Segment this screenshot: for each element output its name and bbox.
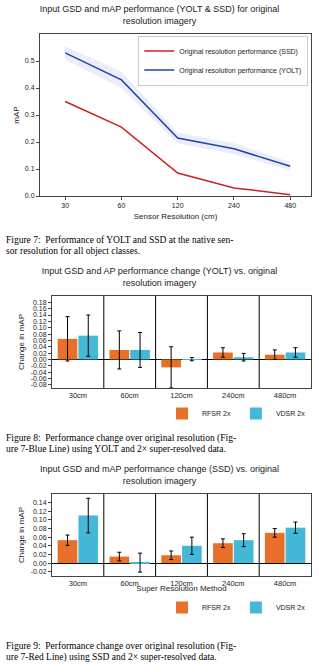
svg-text:Sensor Resolution (cm): Sensor Resolution (cm) xyxy=(134,212,218,221)
svg-text:240cm: 240cm xyxy=(222,579,245,588)
svg-text:480cm: 480cm xyxy=(274,579,297,588)
svg-text:30cm: 30cm xyxy=(69,391,87,400)
svg-text:-0.02: -0.02 xyxy=(31,362,47,369)
svg-text:0.18: 0.18 xyxy=(33,299,47,306)
svg-text:0.2: 0.2 xyxy=(25,138,35,145)
svg-text:0.1: 0.1 xyxy=(25,165,35,172)
html-text:Figure 7: Performance of YOLT: Figure 7: Performance of YOLT and SSD at… xyxy=(6,235,234,257)
svg-text:0.04: 0.04 xyxy=(33,542,47,549)
svg-text:0.04: 0.04 xyxy=(33,343,47,350)
svg-text:Original resolution performanc: Original resolution performance (SSD) xyxy=(179,48,298,56)
svg-text:-0.06: -0.06 xyxy=(31,375,47,382)
svg-text:VDSR 2x: VDSR 2x xyxy=(276,604,305,611)
svg-text:0.10: 0.10 xyxy=(33,516,47,523)
svg-text:480cm: 480cm xyxy=(274,391,297,400)
svg-text:0.5: 0.5 xyxy=(25,57,35,64)
html-text:Figure 8: Performance change o: Figure 8: Performance change over origin… xyxy=(6,433,236,455)
svg-text:Original resolution performanc: Original resolution performance (YOLT) xyxy=(179,67,301,75)
svg-text:0.0: 0.0 xyxy=(25,192,35,199)
svg-text:240cm: 240cm xyxy=(222,391,245,400)
svg-text:120cm: 120cm xyxy=(170,391,193,400)
svg-text:Change in mAP: Change in mAP xyxy=(17,507,26,563)
svg-text:60: 60 xyxy=(118,202,126,209)
svg-text:0.00: 0.00 xyxy=(33,356,47,363)
svg-text:VDSR 2x: VDSR 2x xyxy=(276,410,305,417)
svg-text:120: 120 xyxy=(172,202,184,209)
svg-text:120cm: 120cm xyxy=(170,579,193,588)
svg-text:0.10: 0.10 xyxy=(33,324,47,331)
svg-text:0.02: 0.02 xyxy=(33,350,47,357)
svg-text:0.06: 0.06 xyxy=(33,337,47,344)
svg-text:0.02: 0.02 xyxy=(33,551,47,558)
svg-text:0.08: 0.08 xyxy=(33,331,47,338)
svg-text:480: 480 xyxy=(284,202,296,209)
svg-text:Input GSD and mAP performance: Input GSD and mAP performance change (SS… xyxy=(40,464,279,486)
svg-text:30: 30 xyxy=(61,202,69,209)
svg-text:0.14: 0.14 xyxy=(33,311,47,318)
svg-text:Input GSD and AP performance c: Input GSD and AP performance change (YOL… xyxy=(42,266,277,288)
svg-text:Change in mAP: Change in mAP xyxy=(17,314,26,370)
html-text:Figure 9: Performance change o: Figure 9: Performance change over origin… xyxy=(6,641,236,663)
svg-text:-0.08: -0.08 xyxy=(31,381,47,388)
svg-text:0.3: 0.3 xyxy=(25,111,35,118)
svg-text:0.06: 0.06 xyxy=(33,534,47,541)
svg-text:0.16: 0.16 xyxy=(33,305,47,312)
svg-text:-0.04: -0.04 xyxy=(31,369,47,376)
svg-text:mAP: mAP xyxy=(12,106,21,123)
svg-text:-0.02: -0.02 xyxy=(31,568,47,575)
svg-text:0.12: 0.12 xyxy=(33,508,47,515)
svg-text:Super Resolution Method: Super Resolution Method xyxy=(136,584,226,593)
svg-text:0.4: 0.4 xyxy=(25,84,35,91)
svg-text:240: 240 xyxy=(228,202,240,209)
svg-text:60cm: 60cm xyxy=(121,391,139,400)
svg-text:60cm: 60cm xyxy=(121,579,139,588)
svg-text:0.08: 0.08 xyxy=(33,525,47,532)
svg-text:RFSR 2x: RFSR 2x xyxy=(202,410,231,417)
svg-text:0.12: 0.12 xyxy=(33,318,47,325)
svg-text:RFSR 2x: RFSR 2x xyxy=(202,604,231,611)
svg-text:0.14: 0.14 xyxy=(33,499,47,506)
svg-text:0.00: 0.00 xyxy=(33,560,47,567)
svg-text:Input GSD and mAP performance: Input GSD and mAP performance (YOLT & SS… xyxy=(40,4,280,26)
svg-text:30cm: 30cm xyxy=(69,579,87,588)
